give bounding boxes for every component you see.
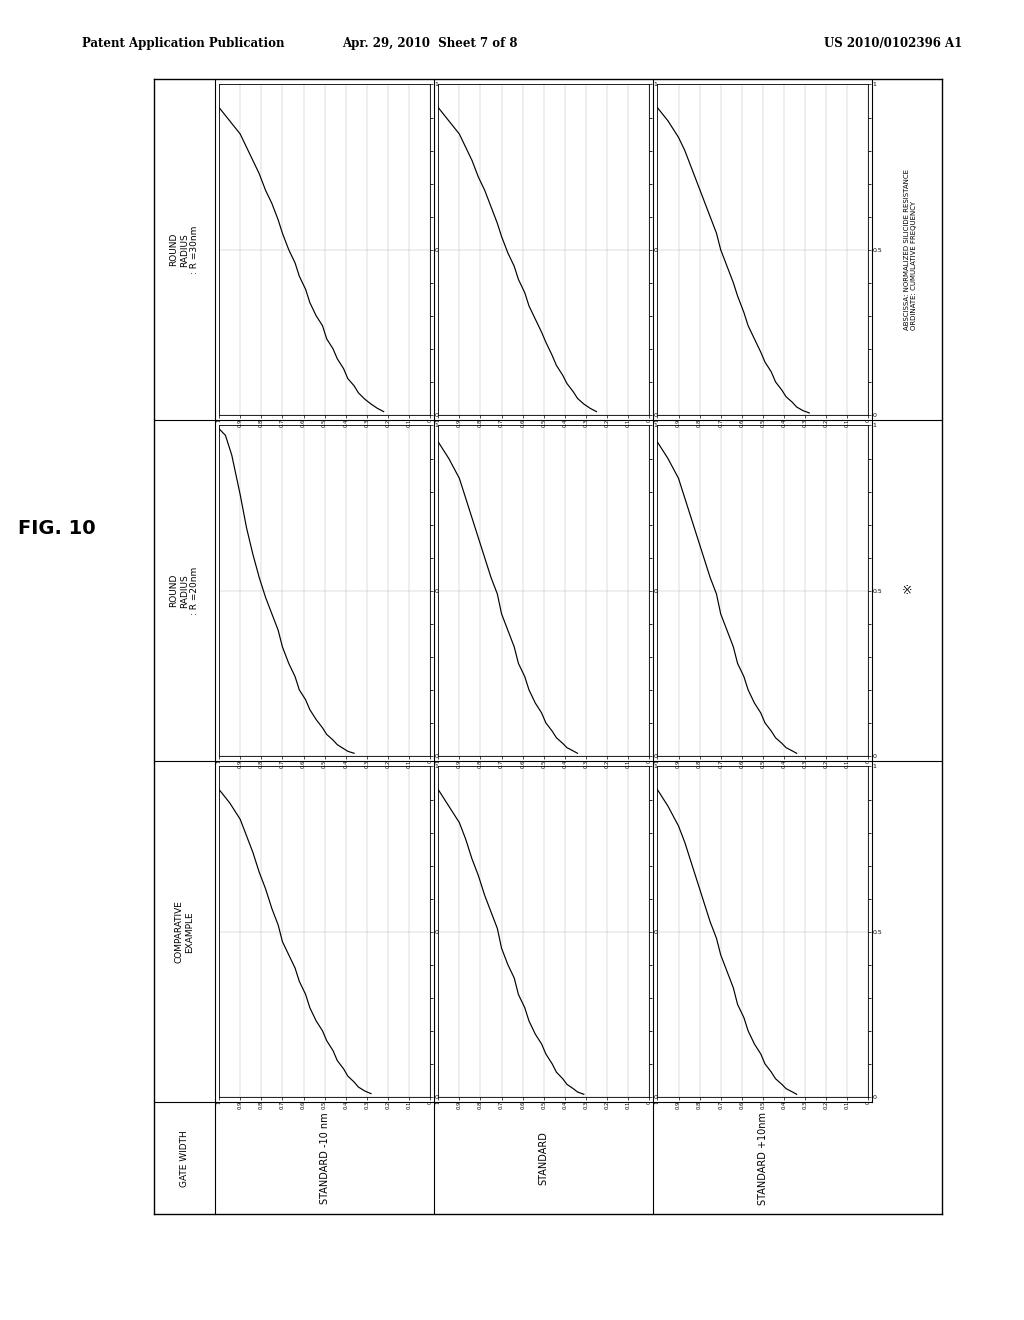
Text: ※: ※ (902, 585, 912, 597)
Text: ABSCISSA: NORMALIZED SILICIDE RESISTANCE
ORDINATE: CUMULATIVE FREQUENCY: ABSCISSA: NORMALIZED SILICIDE RESISTANCE… (904, 169, 918, 330)
Text: Apr. 29, 2010  Sheet 7 of 8: Apr. 29, 2010 Sheet 7 of 8 (342, 37, 518, 50)
Text: GATE WIDTH: GATE WIDTH (180, 1130, 188, 1187)
Text: ROUND
RADIUS
: R =30nm: ROUND RADIUS : R =30nm (169, 226, 200, 273)
Text: ROUND
RADIUS
: R =20nm: ROUND RADIUS : R =20nm (169, 566, 200, 615)
Text: STANDARD +10nm: STANDARD +10nm (758, 1111, 768, 1205)
Text: STANDARD -10 nm: STANDARD -10 nm (319, 1113, 330, 1204)
Text: Patent Application Publication: Patent Application Publication (82, 37, 285, 50)
Text: STANDARD: STANDARD (539, 1131, 549, 1185)
Text: FIG. 10: FIG. 10 (17, 519, 95, 537)
Text: COMPARATIVE
EXAMPLE: COMPARATIVE EXAMPLE (175, 900, 194, 964)
Text: US 2010/0102396 A1: US 2010/0102396 A1 (824, 37, 963, 50)
